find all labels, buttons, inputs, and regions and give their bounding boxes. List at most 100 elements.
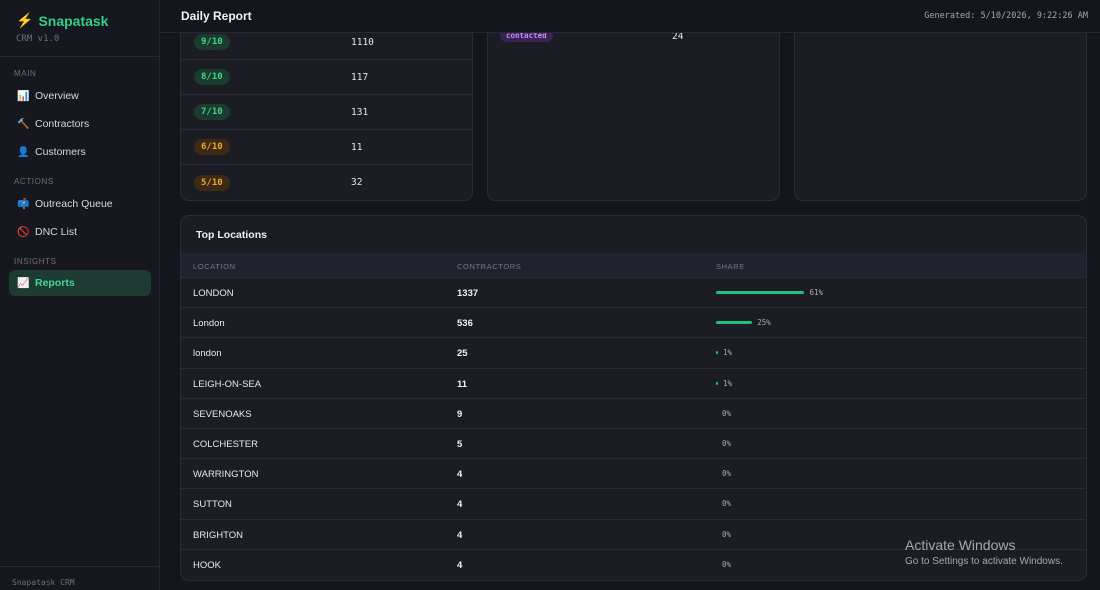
sidebar-item-label: Overview [35, 90, 79, 102]
location-name: BRIGHTON [193, 529, 243, 541]
contractor-count: 11 [457, 378, 468, 390]
table-row: BRIGHTON 4 0% [181, 518, 1086, 549]
score-count: 32 [351, 177, 363, 188]
share-percent: 0% [722, 439, 732, 448]
share-percent: 61% [809, 288, 823, 297]
contractor-count: 5 [457, 439, 463, 450]
table-row: SUTTON 4 0% [181, 488, 1086, 518]
mailbox-icon: 📫 [17, 198, 30, 210]
column-header-location: LOCATION [193, 262, 236, 271]
score-count: 1110 [351, 36, 374, 48]
top-locations-card: Top Locations LOCATION CONTRACTORS SHARE… [180, 215, 1087, 581]
user-icon: 👤 [17, 146, 30, 158]
share-percent: 25% [757, 318, 771, 328]
bolt-icon: ⚡ [16, 12, 34, 28]
contractor-count: 4 [457, 499, 463, 511]
score-badge: 5/10 [194, 174, 230, 191]
summary-card [794, 14, 1087, 201]
column-header-share: SHARE [716, 262, 745, 271]
section-title: Top Locations [196, 229, 267, 241]
score-badge: 8/10 [194, 69, 230, 85]
share-bar [716, 351, 718, 355]
table-row: 9/10 1110 [181, 25, 472, 60]
status-breakdown-card: contacted 24 [487, 14, 780, 201]
nav-section-main: MAIN [14, 69, 37, 78]
prohibited-icon: 🚫 [17, 226, 30, 238]
column-header-contractors: CONTRACTORS [457, 262, 522, 271]
page-header: Daily Report Generated: 5/10/2026, 9:22:… [161, 0, 1100, 33]
table-row: 8/10 117 [181, 60, 472, 95]
location-name: LONDON [193, 288, 234, 299]
score-distribution-card: 9/10 1110 8/10 117 7/10 131 6/10 11 5/10… [180, 14, 473, 201]
table-row: WARRINGTON 4 0% [181, 458, 1086, 488]
nav-section-actions: ACTIONS [14, 177, 54, 186]
location-name: HOOK [193, 559, 221, 571]
share-percent: 0% [722, 408, 732, 418]
generated-timestamp: Generated: 5/10/2026, 9:22:26 AM [924, 11, 1088, 21]
share-percent: 0% [722, 559, 732, 569]
share-percent: 0% [722, 499, 732, 509]
sidebar-item-dnc-list[interactable]: 🚫 DNC List [9, 219, 151, 245]
app-version: CRM v1.0 [16, 34, 60, 44]
sidebar-footer: Snapatask CRM [0, 566, 160, 590]
trend-chart-icon: 📈 [17, 277, 30, 289]
location-name: SEVENOAKS [193, 408, 252, 420]
page-title: Daily Report [181, 9, 252, 23]
hammer-icon: 🔨 [17, 118, 30, 130]
location-name: SUTTON [193, 499, 232, 511]
sidebar-item-label: Outreach Queue [35, 198, 113, 210]
table-row: LEIGH-ON-SEA 11 1% [181, 367, 1086, 398]
score-count: 131 [351, 106, 369, 118]
share-bar [716, 381, 718, 385]
score-badge: 6/10 [194, 139, 230, 155]
contractor-count: 1337 [457, 288, 479, 299]
location-name: london [193, 348, 222, 360]
share-percent: 0% [722, 529, 732, 539]
contractor-count: 4 [457, 529, 463, 541]
share-percent: 1% [723, 378, 733, 388]
sidebar-item-overview[interactable]: 📊 Overview [9, 83, 151, 109]
location-name: COLCHESTER [193, 439, 258, 450]
sidebar-item-label: Contractors [35, 118, 90, 130]
sidebar-item-customers[interactable]: 👤 Customers [9, 139, 151, 165]
location-name: London [193, 318, 225, 330]
table-row: london 25 1% [181, 337, 1086, 367]
sidebar-item-label: Customers [35, 146, 86, 158]
table-row: 5/10 32 [181, 165, 472, 200]
sidebar-item-contractors[interactable]: 🔨 Contractors [9, 111, 151, 137]
activate-windows-watermark: Activate Windows Go to Settings to activ… [905, 537, 1063, 567]
contractor-count: 4 [457, 559, 463, 571]
share-bar [716, 321, 753, 325]
brand: ⚡ Snapatask CRM v1.0 [0, 0, 159, 57]
table-row: LONDON 1337 61% [181, 277, 1086, 307]
contractor-count: 536 [457, 318, 473, 330]
contractor-count: 9 [457, 408, 463, 420]
bar-chart-icon: 📊 [17, 90, 30, 102]
sidebar-item-label: Reports [35, 277, 75, 289]
sidebar-item-outreach-queue[interactable]: 📫 Outreach Queue [9, 191, 151, 217]
sidebar-item-reports[interactable]: 📈 Reports [9, 270, 151, 296]
contractor-count: 4 [457, 469, 463, 481]
table-row: HOOK 4 0% [181, 548, 1086, 579]
status-count: 24 [672, 31, 684, 42]
watermark-title: Activate Windows [905, 537, 1016, 553]
table-row: 6/10 11 [181, 130, 472, 165]
table-header: LOCATION CONTRACTORS SHARE [181, 253, 1086, 277]
nav-section-insights: INSIGHTS [14, 257, 57, 266]
table-row: SEVENOAKS 9 0% [181, 397, 1086, 428]
sidebar-item-label: DNC List [35, 226, 78, 238]
score-count: 11 [351, 141, 363, 153]
share-percent: 1% [723, 348, 733, 358]
brand-name: Snapatask [38, 12, 109, 29]
score-count: 117 [351, 71, 369, 83]
table-row: London 536 25% [181, 307, 1086, 337]
share-percent: 0% [722, 469, 732, 479]
score-badge: 9/10 [194, 34, 230, 50]
table-row: 7/10 131 [181, 95, 472, 130]
watermark-subtitle: Go to Settings to activate Windows. [905, 556, 1063, 567]
contractor-count: 25 [457, 348, 468, 360]
brand-logo[interactable]: ⚡ Snapatask [16, 12, 143, 29]
share-bar [716, 291, 805, 294]
location-name: LEIGH-ON-SEA [193, 378, 262, 390]
sidebar: ⚡ Snapatask CRM v1.0 MAIN 📊 Overview 🔨 C… [0, 0, 160, 590]
